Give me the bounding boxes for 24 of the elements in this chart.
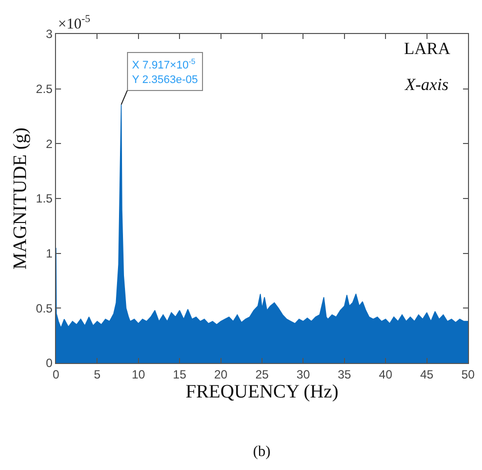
text: (b) xyxy=(253,444,270,460)
x-tick-label: 45 xyxy=(420,367,434,382)
x-tick-label: 10 xyxy=(132,367,146,382)
x-tick-label: 50 xyxy=(461,367,475,382)
x-tick-label: 5 xyxy=(94,367,101,382)
x-tick-label: 35 xyxy=(338,367,352,382)
annotation: X-axis xyxy=(404,75,449,94)
y-tick-label: 2.5 xyxy=(36,82,53,96)
x-tick-label: 15 xyxy=(172,367,187,382)
y-axis-title: MAGNITUDE (g) xyxy=(10,128,31,270)
x-tick-label: 40 xyxy=(378,367,393,382)
y-tick-label: 0.5 xyxy=(36,301,53,316)
y-tick-label: 1.5 xyxy=(36,192,53,206)
x-axis-title: FREQUENCY (Hz) xyxy=(186,381,338,402)
y-tick-label: 1 xyxy=(46,246,53,261)
y-tick-label: 0 xyxy=(46,356,53,370)
x-tick-label: 20 xyxy=(214,367,228,382)
annotation: X 7.917×10$^{-5}$ Y 2.3563e-05 xyxy=(132,57,198,86)
x-tick-label: 30 xyxy=(296,367,310,382)
text: ×10$^{-5}$ xyxy=(58,14,90,32)
annotation: LARA xyxy=(404,39,451,58)
x-tick-label: 25 xyxy=(255,367,269,382)
y-tick-label: 3 xyxy=(46,27,53,42)
y-tick-label: 2 xyxy=(46,136,53,151)
